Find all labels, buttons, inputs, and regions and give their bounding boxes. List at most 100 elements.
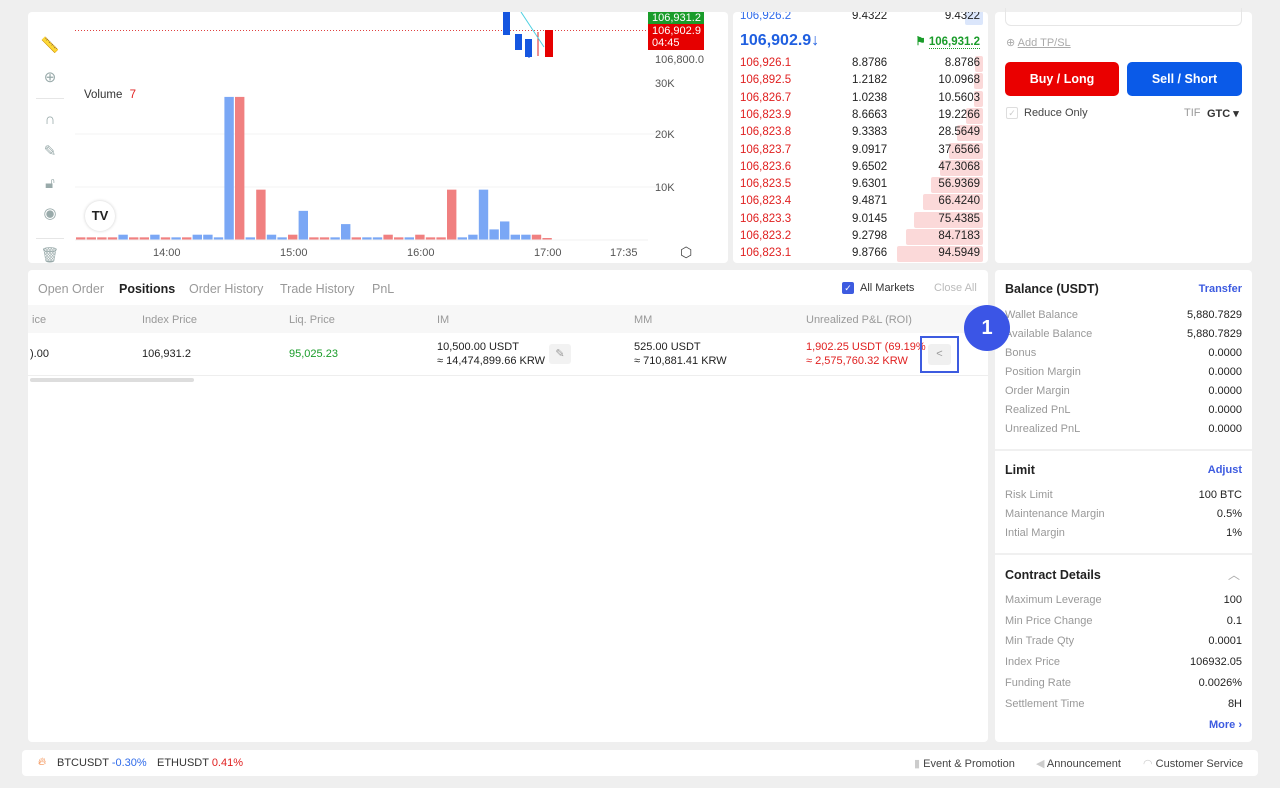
megaphone-icon: ◀ xyxy=(1036,758,1047,770)
flag-icon: ⚑ xyxy=(915,36,929,48)
reduce-only-checkbox[interactable]: ✓ xyxy=(1006,107,1018,119)
sell-short-button[interactable]: Sell / Short xyxy=(1127,62,1242,96)
depth-bar xyxy=(940,159,983,176)
chart-canvas xyxy=(75,12,668,241)
customer-service-link[interactable]: ◠ Customer Service xyxy=(1143,757,1243,770)
total: 84.7183 xyxy=(938,230,980,242)
orderbook-ask-row[interactable]: 106,823.3 9.0145 75.4385 xyxy=(733,211,988,228)
ticker-symbol: BTCUSDT xyxy=(57,757,109,769)
total: 8.8786 xyxy=(944,57,980,69)
mm-value: 525.00 USDT ≈ 710,881.41 KRW xyxy=(634,340,727,368)
order-form: ⊕ Add TP/SL Buy / Long Sell / Short ✓ Re… xyxy=(995,8,1252,263)
contract-row-label: Index Price xyxy=(1005,656,1061,669)
volume-bar xyxy=(319,237,330,240)
announcement-link[interactable]: ◀ Announcement xyxy=(1036,757,1121,770)
price-chart[interactable]: 📏 ⊕ ∩ ✎ 🔓︎ ◉ 🗑︎ 106,931.2 106,902.9 04:4… xyxy=(28,12,728,263)
horizontal-scrollbar[interactable] xyxy=(30,378,194,382)
tif-label: TIF xyxy=(1184,107,1201,119)
contract-row-label: Min Trade Qty xyxy=(1005,635,1075,648)
magnet-icon[interactable]: ∩ xyxy=(44,111,56,128)
adjust-link[interactable]: Adjust xyxy=(1207,464,1242,476)
volume-legend: Volume 7 xyxy=(84,89,136,101)
candle xyxy=(503,12,510,35)
buy-long-button[interactable]: Buy / Long xyxy=(1005,62,1119,96)
tab-trade-history[interactable]: Trade History xyxy=(280,282,355,296)
trash-icon[interactable]: 🗑︎ xyxy=(40,247,60,263)
orderbook-ask-row[interactable]: 106,823.1 9.8766 94.5949 xyxy=(733,245,988,263)
time-tick: 14:00 xyxy=(153,247,181,259)
depth-bar xyxy=(973,90,983,107)
orderbook-ask-row[interactable]: 106,823.6 9.6502 47.3068 xyxy=(733,159,988,176)
mm-krw: ≈ 710,881.41 KRW xyxy=(634,355,727,367)
mark-price[interactable]: ⚑ 106,931.2 xyxy=(915,34,980,49)
more-link[interactable]: More › xyxy=(1209,719,1242,731)
edit-margin-button[interactable]: ✎ xyxy=(549,344,571,364)
column-header: Index Price xyxy=(142,314,198,326)
footer-bar: 🔥︎ BTCUSDT -0.30% ETHUSDT 0.41% ▮ Event … xyxy=(22,750,1258,776)
tab-open-order[interactable]: Open Order xyxy=(38,282,105,296)
orderbook-ask-row[interactable]: 106,826.7 1.0238 10.5603 xyxy=(733,90,988,107)
share-button[interactable]: < xyxy=(920,336,959,373)
volume-bar xyxy=(150,234,160,240)
order-input[interactable] xyxy=(1005,8,1242,26)
orderbook-ask-row[interactable]: 106,926.1 8.8786 8.8786 xyxy=(733,55,988,72)
total: 94.5949 xyxy=(938,247,980,260)
link-label: Event & Promotion xyxy=(923,758,1015,770)
orderbook-ask-row[interactable]: 106,823.5 9.6301 56.9369 xyxy=(733,176,988,194)
pnl-usdt: 1,902.25 USDT (69.19% xyxy=(806,341,926,353)
event-promotion-link[interactable]: ▮ Event & Promotion xyxy=(914,757,1015,770)
last-price-value: 106,902.9 xyxy=(740,32,812,49)
chart-settings-icon[interactable]: ⬡ xyxy=(680,244,693,260)
chevron-up-icon[interactable]: ︿ xyxy=(1227,568,1240,582)
limit-row-value: 0.5% xyxy=(1216,508,1242,520)
depth-bar xyxy=(957,125,983,142)
volume-bar xyxy=(351,237,361,240)
volume-bar xyxy=(521,234,531,240)
volume-bar xyxy=(341,224,351,240)
lock-icon[interactable]: 🔓︎ xyxy=(45,175,55,192)
eye-icon[interactable]: ◉ xyxy=(43,205,57,222)
ticker-ethusdt[interactable]: ETHUSDT 0.41% xyxy=(157,757,243,769)
total: 10.0968 xyxy=(938,74,980,87)
size: 9.6301 xyxy=(852,178,888,191)
im-usdt: 10,500.00 USDT xyxy=(437,341,519,353)
add-tpsl-link[interactable]: ⊕ Add TP/SL xyxy=(1006,36,1071,49)
balance-row-value: 0.0000 xyxy=(1208,347,1242,359)
total: 37.6566 xyxy=(938,143,980,156)
orderbook-row[interactable]: 106,926.2 9.4322 9.4322 xyxy=(733,12,988,25)
all-markets-checkbox[interactable]: ✓ xyxy=(842,282,854,294)
balance-row-value: 5,880.7829 xyxy=(1186,309,1242,321)
ticker-change: -0.30% xyxy=(111,757,147,769)
size: 1.2182 xyxy=(852,74,888,87)
contract-row-value: 106932.05 xyxy=(1190,656,1242,669)
lock-drawing-icon[interactable]: ✎ xyxy=(43,143,57,160)
last-price-label: 106,902.9 04:45 xyxy=(648,24,704,50)
orderbook-ask-row[interactable]: 106,823.4 9.4871 66.4240 xyxy=(733,193,988,211)
balance-row-label: Order Margin xyxy=(1005,385,1070,397)
balance-row-value: 0.0000 xyxy=(1208,423,1242,435)
orderbook-ask-row[interactable]: 106,823.8 9.3383 28.5649 xyxy=(733,124,988,142)
tab-pnl[interactable]: PnL xyxy=(372,282,395,296)
orderbook-ask-row[interactable]: 106,823.7 9.0917 37.6566 xyxy=(733,142,988,159)
ticker-btcusdt[interactable]: BTCUSDT -0.30% xyxy=(57,757,147,769)
orderbook-ask-row[interactable]: 106,823.2 9.2798 84.7183 xyxy=(733,228,988,245)
tif-select[interactable]: GTC ▾ xyxy=(1207,107,1239,120)
size: 9.4322 xyxy=(852,12,888,22)
orderbook-ask-row[interactable]: 106,892.5 1.2182 10.0968 xyxy=(733,72,988,90)
volume-label: Volume xyxy=(84,89,123,101)
account-panel: Balance (USDT) Transfer Wallet Balance 5… xyxy=(995,270,1252,742)
volume-bar xyxy=(171,237,181,240)
volume-bar xyxy=(129,237,139,240)
tab-order-history[interactable]: Order History xyxy=(189,282,264,296)
tradingview-logo-icon: TV xyxy=(85,201,115,231)
tab-positions[interactable]: Positions xyxy=(119,282,176,296)
ruler-icon[interactable]: 📏 xyxy=(40,37,60,54)
orderbook-ask-row[interactable]: 106,823.9 8.6663 19.2266 xyxy=(733,107,988,124)
zoom-in-icon[interactable]: ⊕ xyxy=(43,69,57,86)
close-all-button[interactable]: Close All xyxy=(934,282,977,294)
volume-bar xyxy=(362,237,372,240)
total: 19.2266 xyxy=(938,108,980,121)
volume-bar xyxy=(139,237,149,240)
transfer-link[interactable]: Transfer xyxy=(1198,283,1242,295)
balance-row-label: Realized PnL xyxy=(1005,404,1071,416)
